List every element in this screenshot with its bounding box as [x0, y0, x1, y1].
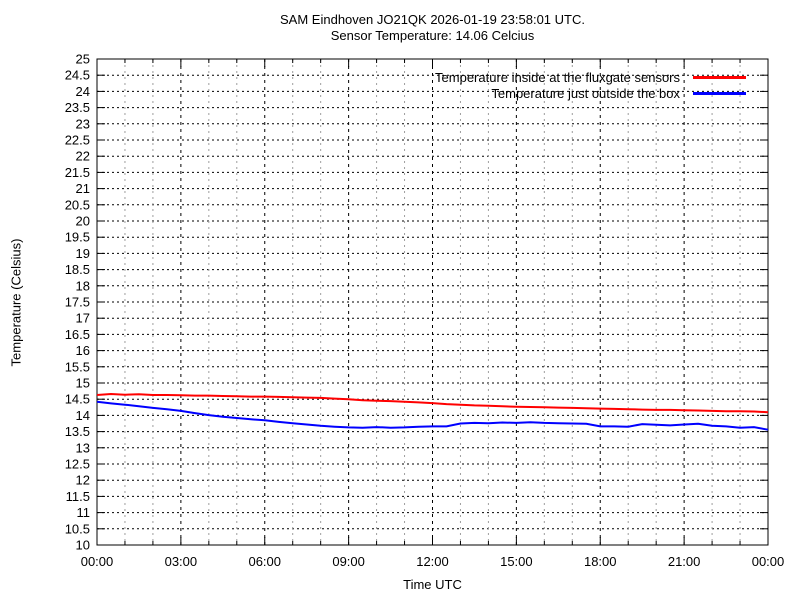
y-tick-label: 18.5	[65, 262, 90, 277]
y-tick-label: 23	[76, 116, 90, 131]
y-tick-label: 11	[77, 505, 91, 520]
y-tick-label: 20.5	[65, 197, 90, 212]
y-tick-label: 13	[76, 440, 90, 455]
x-tick-label: 09:00	[332, 554, 365, 569]
x-tick-label: 12:00	[416, 554, 449, 569]
y-tick-label: 25	[76, 52, 90, 67]
y-tick-label: 19.5	[65, 230, 90, 245]
y-tick-label: 21	[76, 181, 90, 196]
y-tick-label: 15	[76, 376, 90, 391]
y-tick-label: 18	[76, 278, 90, 293]
y-tick-label: 10.5	[65, 521, 90, 536]
x-tick-label: 18:00	[584, 554, 617, 569]
y-tick-label: 22	[76, 149, 90, 164]
legend-item-outside: Temperature just outside the box	[97, 85, 746, 101]
x-tick-label: 03:00	[165, 554, 198, 569]
y-tick-label: 13.5	[65, 424, 90, 439]
y-tick-label: 15.5	[65, 359, 90, 374]
y-tick-label: 16	[76, 343, 90, 358]
y-tick-label: 12.5	[65, 457, 90, 472]
x-axis-label: Time UTC	[403, 577, 462, 592]
y-tick-label: 17	[76, 311, 90, 326]
legend: Temperature inside at the fluxgate senso…	[97, 69, 746, 101]
y-tick-label: 16.5	[65, 327, 90, 342]
x-tick-label: 06:00	[248, 554, 281, 569]
chart-subtitle: Sensor Temperature: 14.06 Celcius	[330, 28, 535, 43]
y-tick-label: 24	[76, 84, 90, 99]
y-tick-label: 14	[76, 408, 90, 423]
legend-line-sample-blue	[693, 91, 746, 95]
legend-label-inside: Temperature inside at the fluxgate senso…	[435, 69, 680, 85]
y-tick-label: 20	[76, 214, 90, 229]
chart-title: SAM Eindhoven JO21QK 2026-01-19 23:58:01…	[280, 12, 585, 27]
y-tick-label: 10	[76, 538, 90, 553]
x-tick-label: 21:00	[668, 554, 701, 569]
x-tick-label: 00:00	[81, 554, 114, 569]
y-tick-label: 11.5	[66, 489, 90, 504]
legend-label-outside: Temperature just outside the box	[491, 85, 680, 101]
series-line-inside	[96, 392, 769, 414]
y-tick-label: 21.5	[65, 165, 90, 180]
y-tick-label: 22.5	[65, 133, 90, 148]
y-tick-label: 24.5	[65, 68, 90, 83]
y-tick-label: 23.5	[65, 100, 90, 115]
plot-border	[96, 58, 769, 546]
series-line-outside	[96, 400, 769, 431]
x-tick-label: 15:00	[500, 554, 533, 569]
legend-line-sample-red	[693, 75, 746, 79]
y-tick-label: 17.5	[65, 295, 90, 310]
legend-item-inside: Temperature inside at the fluxgate senso…	[97, 69, 746, 85]
y-tick-label: 12	[76, 473, 90, 488]
y-tick-label: 19	[76, 246, 90, 261]
y-tick-label: 14.5	[65, 392, 90, 407]
x-tick-label: 00:00	[752, 554, 785, 569]
